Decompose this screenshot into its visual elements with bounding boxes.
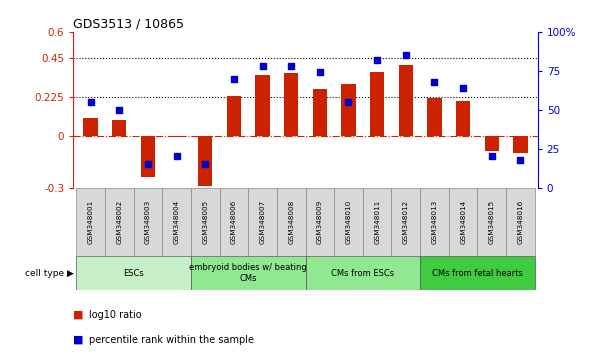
Text: CMs from ESCs: CMs from ESCs	[331, 269, 394, 278]
Point	[430, 79, 439, 85]
Point	[516, 157, 525, 162]
Point	[287, 63, 296, 69]
Bar	[420, 188, 449, 256]
Bar	[485, 136, 499, 151]
Text: cell type ▶: cell type ▶	[24, 269, 73, 278]
Point	[86, 99, 95, 105]
Point	[258, 63, 268, 69]
Bar	[162, 188, 191, 256]
Point	[143, 161, 153, 167]
Bar	[306, 188, 334, 256]
Bar	[420, 256, 535, 290]
Text: GSM348008: GSM348008	[288, 200, 294, 244]
Text: GSM348015: GSM348015	[489, 200, 495, 244]
Text: GSM348003: GSM348003	[145, 200, 151, 244]
Text: ESCs: ESCs	[123, 269, 144, 278]
Bar	[105, 188, 134, 256]
Text: CMs from fetal hearts: CMs from fetal hearts	[432, 269, 523, 278]
Bar	[198, 136, 213, 186]
Point	[401, 52, 411, 58]
Bar	[169, 136, 184, 137]
Bar	[76, 256, 191, 290]
Point	[343, 99, 353, 105]
Text: GSM348009: GSM348009	[317, 200, 323, 244]
Text: percentile rank within the sample: percentile rank within the sample	[89, 335, 254, 345]
Bar	[191, 188, 219, 256]
Point	[487, 154, 497, 159]
Text: GSM348004: GSM348004	[174, 200, 180, 244]
Bar	[227, 96, 241, 136]
Bar	[477, 188, 506, 256]
Point	[114, 107, 124, 113]
Bar	[398, 65, 413, 136]
Bar	[191, 256, 306, 290]
Bar	[112, 120, 126, 136]
Bar	[76, 188, 105, 256]
Bar	[427, 98, 442, 136]
Point	[172, 154, 181, 159]
Point	[200, 161, 210, 167]
Text: GSM348011: GSM348011	[374, 200, 380, 244]
Bar	[255, 75, 269, 136]
Text: ■: ■	[73, 310, 84, 320]
Text: embryoid bodies w/ beating
CMs: embryoid bodies w/ beating CMs	[189, 263, 307, 283]
Text: log10 ratio: log10 ratio	[89, 310, 141, 320]
Bar	[141, 136, 155, 177]
Bar	[392, 188, 420, 256]
Bar	[449, 188, 477, 256]
Text: GSM348006: GSM348006	[231, 200, 237, 244]
Point	[458, 85, 468, 91]
Bar	[313, 89, 327, 136]
Text: ■: ■	[73, 335, 84, 345]
Text: GSM348014: GSM348014	[460, 200, 466, 244]
Bar	[334, 188, 363, 256]
Bar	[513, 136, 528, 153]
Text: GDS3513 / 10865: GDS3513 / 10865	[73, 18, 185, 31]
Text: GSM348005: GSM348005	[202, 200, 208, 244]
Point	[315, 69, 324, 75]
Point	[229, 76, 239, 81]
Bar	[342, 84, 356, 136]
Bar	[363, 188, 392, 256]
Text: GSM348013: GSM348013	[431, 200, 437, 244]
Bar	[306, 256, 420, 290]
Bar	[506, 188, 535, 256]
Bar	[83, 118, 98, 136]
Text: GSM348001: GSM348001	[87, 200, 93, 244]
Bar	[134, 188, 162, 256]
Point	[372, 57, 382, 63]
Text: GSM348007: GSM348007	[260, 200, 266, 244]
Bar	[277, 188, 306, 256]
Bar	[219, 188, 248, 256]
Bar	[370, 72, 384, 136]
Text: GSM348010: GSM348010	[345, 200, 351, 244]
Text: GSM348016: GSM348016	[518, 200, 524, 244]
Bar	[248, 188, 277, 256]
Text: GSM348012: GSM348012	[403, 200, 409, 244]
Bar	[284, 73, 298, 136]
Text: GSM348002: GSM348002	[116, 200, 122, 244]
Bar	[456, 101, 470, 136]
